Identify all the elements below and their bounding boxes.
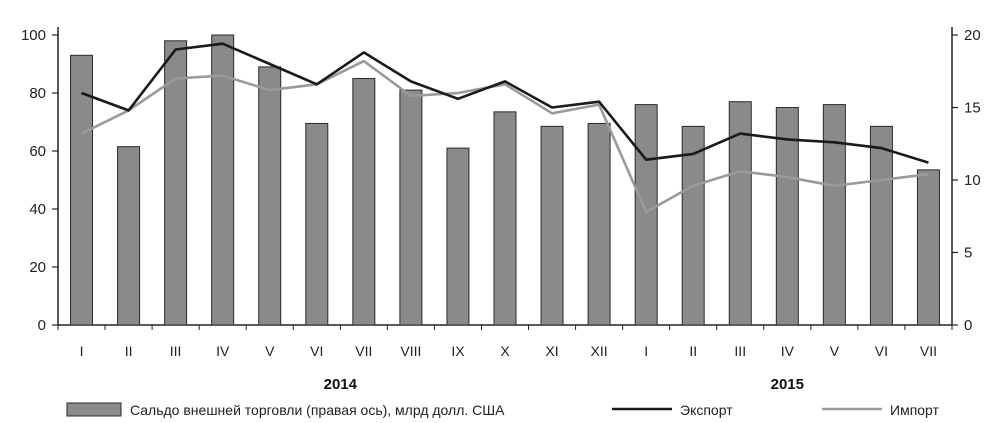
x-tick-label: III (170, 343, 182, 359)
left-tick-label: 100 (21, 27, 46, 44)
left-tick-label: 80 (29, 85, 46, 102)
legend-label-export: Экспорт (680, 402, 733, 418)
left-tick-label: 0 (38, 317, 46, 334)
x-tick-label: VI (310, 343, 323, 359)
bar (118, 147, 140, 325)
right-tick-label: 5 (964, 245, 972, 262)
right-tick-label: 15 (964, 100, 981, 117)
bar (541, 126, 563, 325)
x-tick-label: II (689, 343, 697, 359)
bar (447, 148, 469, 325)
legend-swatch-balance (67, 403, 121, 416)
year-label: 2015 (771, 376, 804, 393)
x-tick-label: VII (355, 343, 372, 359)
bar (917, 170, 939, 325)
year-label: 2014 (324, 376, 358, 393)
x-tick-label: XI (545, 343, 558, 359)
legend-label-balance: Сальдо внешней торговли (правая ось), мл… (130, 402, 505, 418)
right-tick-label: 20 (964, 27, 981, 44)
x-tick-label: X (500, 343, 510, 359)
x-tick-label: VI (875, 343, 888, 359)
x-tick-label: IX (451, 343, 465, 359)
bar (588, 123, 610, 325)
left-tick-label: 40 (29, 201, 46, 218)
x-tick-label: V (830, 343, 840, 359)
x-tick-label: IV (216, 343, 230, 359)
bar (306, 123, 328, 325)
x-tick-label: III (734, 343, 746, 359)
bar (259, 67, 281, 325)
bar (635, 105, 657, 325)
x-tick-label: II (125, 343, 133, 359)
bar (494, 112, 516, 325)
x-tick-label: V (265, 343, 275, 359)
left-tick-label: 60 (29, 143, 46, 160)
x-tick-label: I (80, 343, 84, 359)
x-tick-label: I (644, 343, 648, 359)
left-tick-label: 20 (29, 259, 46, 276)
x-tick-label: VIII (400, 343, 421, 359)
right-tick-label: 10 (964, 172, 981, 189)
legend-label-import: Импорт (890, 402, 940, 418)
bar (870, 126, 892, 325)
bar (823, 105, 845, 325)
right-tick-label: 0 (964, 317, 972, 334)
x-tick-label: XII (591, 343, 608, 359)
x-tick-label: IV (781, 343, 795, 359)
x-tick-label: VII (920, 343, 937, 359)
bar (353, 79, 375, 326)
bar (400, 90, 422, 325)
